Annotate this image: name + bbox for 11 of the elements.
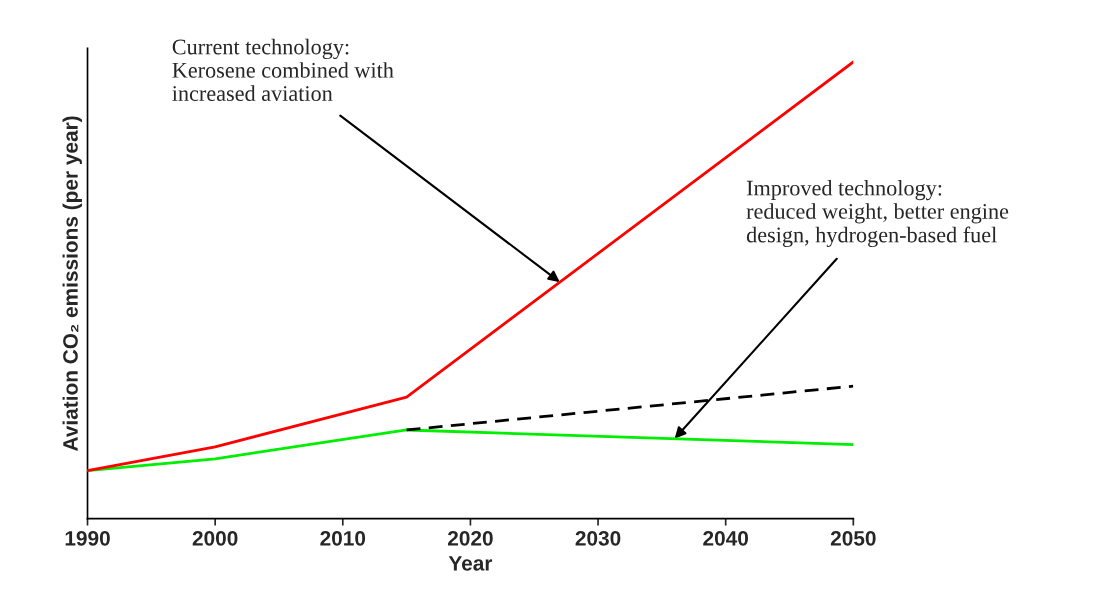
x-axis-title: Year [448,556,493,571]
x-tick-label: 2020 [447,530,493,546]
y-axis-title: Aviation CO₂ emissions (per year) [62,116,82,451]
x-tick-label: 1990 [65,530,110,546]
x-tick-label: 2030 [575,530,621,546]
x-tick-label: 2050 [830,530,876,546]
x-tick-label: 2010 [320,530,366,546]
x-tick-label: 2040 [703,530,749,546]
annotation: Improved technology: reduced weight, better engine design, hydrogen-based fuel [746,179,1009,248]
x-tick-label: 2000 [192,530,238,546]
annotation: Current technology: Kerosene combined with increased aviation [172,38,394,102]
